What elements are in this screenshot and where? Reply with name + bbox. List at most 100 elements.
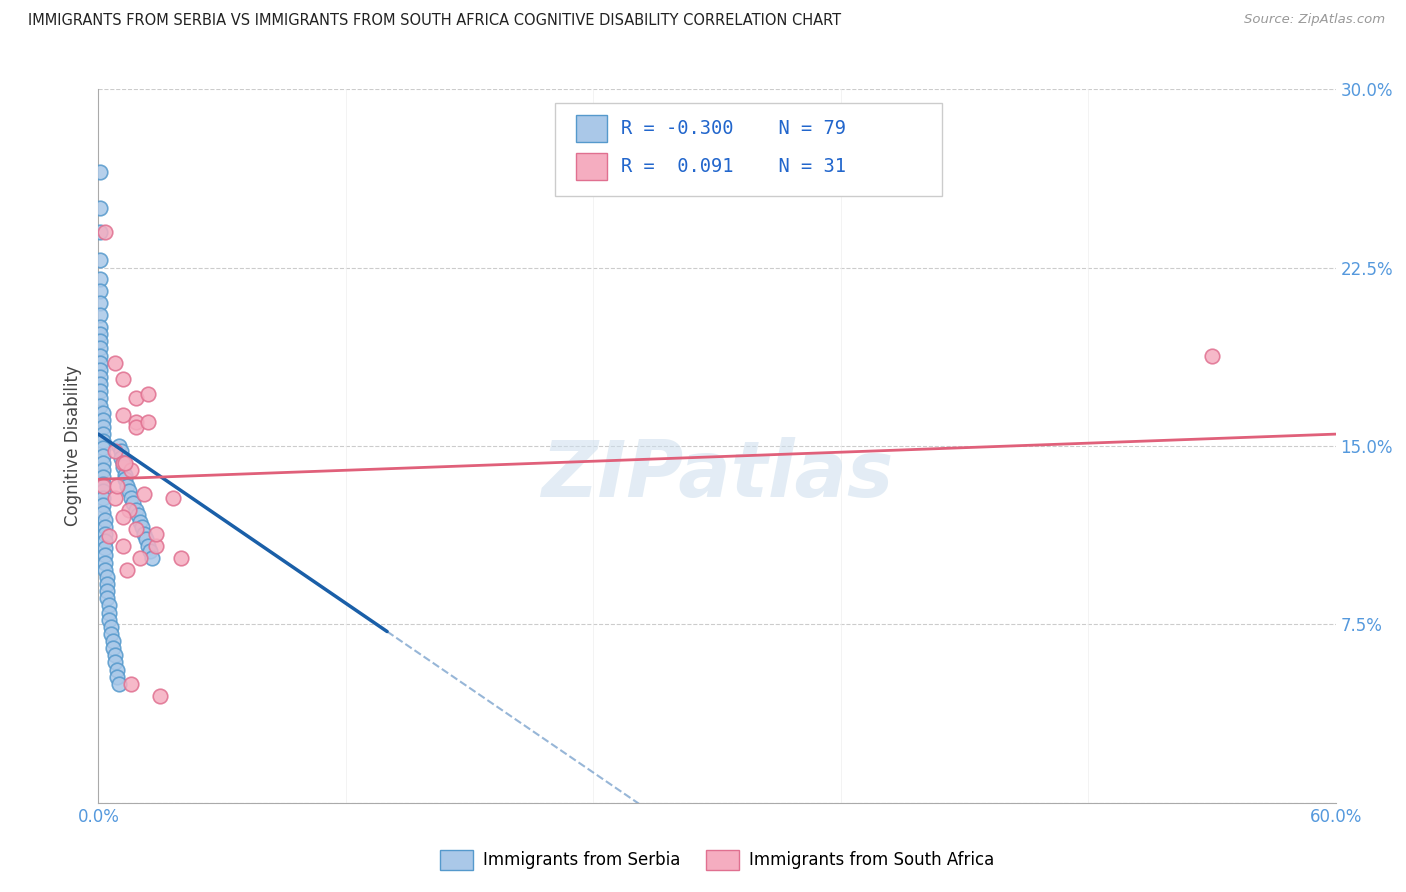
Point (89, 384, 111, 399)
Point (110, 450, 132, 465)
Point (93, 513, 115, 527)
Point (97, 606, 120, 620)
Point (91, 434, 114, 449)
Point (104, 648, 127, 663)
Point (93, 563, 115, 577)
Point (89, 342, 111, 356)
Point (89, 296, 111, 310)
Point (89, 363, 111, 377)
Point (135, 532, 157, 546)
Point (89, 225, 111, 239)
Point (170, 550, 193, 565)
Point (91, 463, 114, 477)
Point (91, 449, 114, 463)
Point (93, 541, 115, 556)
Point (124, 420, 146, 434)
Point (89, 201, 111, 215)
Point (96, 591, 118, 606)
Point (108, 677, 131, 691)
Point (117, 563, 139, 577)
Point (101, 641, 124, 656)
Point (128, 515, 150, 529)
Point (118, 503, 141, 517)
Point (114, 456, 136, 470)
Point (112, 460, 135, 475)
Point (110, 443, 132, 458)
Text: ZIPatlas: ZIPatlas (541, 436, 893, 513)
Point (91, 470, 114, 484)
Point (131, 520, 153, 534)
Point (120, 491, 142, 506)
Point (114, 467, 136, 482)
Y-axis label: Cognitive Disability: Cognitive Disability (65, 366, 83, 526)
Point (101, 634, 124, 648)
Point (93, 520, 115, 534)
Point (1201, 349, 1223, 363)
Point (108, 439, 131, 453)
Point (100, 620, 122, 634)
Point (91, 456, 114, 470)
Point (91, 479, 114, 493)
Point (91, 413, 114, 427)
Point (120, 677, 142, 691)
Point (122, 496, 145, 510)
Point (91, 491, 114, 506)
Point (141, 550, 163, 565)
Point (114, 472, 136, 486)
Point (93, 225, 115, 239)
Point (91, 499, 114, 513)
Text: IMMIGRANTS FROM SERBIA VS IMMIGRANTS FROM SOUTH AFRICA COGNITIVE DISABILITY CORR: IMMIGRANTS FROM SERBIA VS IMMIGRANTS FRO… (28, 13, 841, 29)
Point (117, 479, 139, 493)
Point (136, 415, 159, 429)
Point (89, 392, 111, 406)
Point (105, 479, 128, 493)
Point (100, 627, 122, 641)
Point (112, 456, 135, 470)
Point (112, 372, 135, 386)
Point (91, 427, 114, 442)
Point (96, 584, 118, 599)
Point (91, 406, 114, 420)
Point (124, 503, 146, 517)
Point (124, 415, 146, 429)
Point (105, 663, 128, 677)
Point (89, 370, 111, 384)
Text: Source: ZipAtlas.com: Source: ZipAtlas.com (1244, 13, 1385, 27)
Point (89, 377, 111, 392)
Text: R = -0.300    N = 79: R = -0.300 N = 79 (621, 119, 846, 138)
Point (93, 527, 115, 541)
Point (91, 484, 114, 499)
Point (136, 539, 159, 553)
Point (127, 508, 149, 522)
Point (112, 456, 135, 470)
Point (136, 386, 159, 401)
Point (104, 443, 127, 458)
Point (104, 491, 127, 506)
Point (132, 486, 155, 500)
Point (149, 689, 172, 703)
Point (118, 484, 141, 499)
Point (97, 599, 120, 613)
Point (128, 550, 150, 565)
Point (91, 506, 114, 520)
Point (89, 320, 111, 334)
Point (104, 656, 127, 670)
Point (97, 529, 120, 543)
Point (96, 577, 118, 591)
Point (89, 308, 111, 322)
Point (124, 522, 146, 536)
Point (120, 463, 142, 477)
Point (112, 510, 135, 524)
Point (89, 285, 111, 299)
Point (89, 399, 111, 413)
Point (105, 670, 128, 684)
Point (93, 549, 115, 563)
Point (89, 327, 111, 342)
Point (91, 420, 114, 434)
Point (91, 477, 114, 491)
Point (132, 527, 155, 541)
Text: R =  0.091    N = 31: R = 0.091 N = 31 (621, 157, 846, 177)
Point (104, 356, 127, 370)
Point (89, 349, 111, 363)
Point (124, 392, 146, 406)
